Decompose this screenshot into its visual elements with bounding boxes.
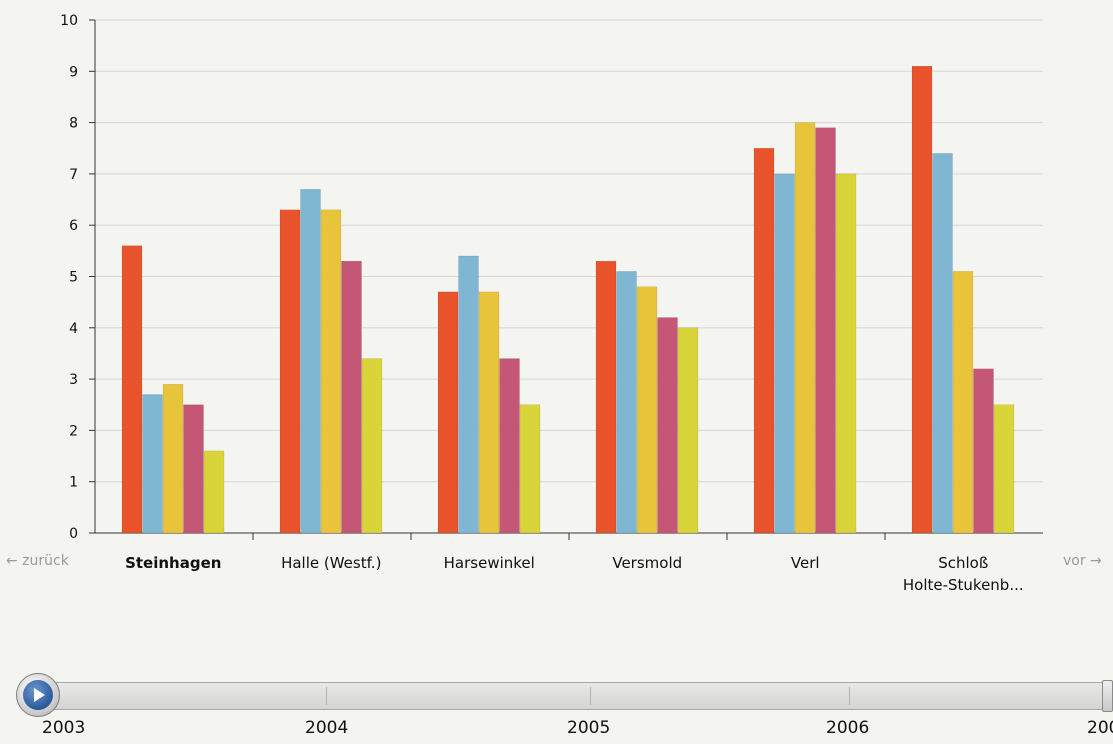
bar <box>203 450 225 534</box>
bar <box>911 65 933 534</box>
bar <box>774 173 795 534</box>
bar <box>932 153 953 534</box>
bar <box>121 245 143 534</box>
year-label: 2003 <box>42 718 86 738</box>
play-icon <box>34 688 45 702</box>
y-tick-label: 5 <box>69 270 78 286</box>
back-link[interactable]: ← zurück <box>6 553 69 569</box>
timeline-tick <box>326 687 327 705</box>
bar <box>657 317 678 534</box>
bar <box>595 260 617 534</box>
y-tick-label: 2 <box>69 423 78 439</box>
year-label: 2007 <box>1087 718 1113 738</box>
y-tick-label: 10 <box>60 13 78 29</box>
bar-chart: 0 1 2 3 4 5 6 7 8 9 10 Steinhagen Halle (Westf.) Har… <box>60 13 1043 594</box>
y-tick-label: 9 <box>69 64 78 80</box>
bar <box>636 286 658 534</box>
bar <box>835 173 857 534</box>
category-label: Schloß <box>938 554 988 572</box>
bar <box>794 122 816 534</box>
timeline-slider[interactable] <box>34 682 1113 710</box>
bar <box>183 404 204 534</box>
bars <box>121 65 1015 534</box>
bar <box>437 291 459 534</box>
bar <box>952 271 974 534</box>
play-button-face <box>23 680 53 710</box>
bar <box>458 255 479 534</box>
bar <box>753 148 775 534</box>
bar <box>519 404 541 534</box>
bar <box>677 327 699 534</box>
category-label: Halle (Westf.) <box>281 554 381 572</box>
bar <box>162 383 184 534</box>
y-tick-label: 0 <box>69 526 78 542</box>
y-tick-label: 8 <box>69 116 78 132</box>
bar <box>973 368 994 534</box>
timeline-handle[interactable] <box>1102 680 1113 712</box>
grid-lines <box>95 19 1043 483</box>
y-tick-label: 1 <box>69 475 78 491</box>
bar <box>341 260 362 534</box>
y-tick-label: 7 <box>69 167 78 183</box>
bar <box>499 358 520 534</box>
category-label: Versmold <box>612 554 682 572</box>
bar <box>361 358 383 534</box>
bar <box>300 189 321 534</box>
category-label: Verl <box>791 554 820 572</box>
category-label: Harsewinkel <box>444 554 535 572</box>
axes: 0 1 2 3 4 5 6 7 8 9 10 <box>60 13 1043 542</box>
year-label: 2005 <box>567 718 611 738</box>
bar <box>142 394 163 534</box>
bar <box>815 127 836 534</box>
bar <box>320 209 342 534</box>
bar <box>478 291 500 534</box>
category-label: Steinhagen <box>125 554 221 572</box>
y-tick-label: 6 <box>69 218 78 234</box>
timeline-tick <box>849 687 850 705</box>
category-labels: Steinhagen Halle (Westf.) Harsewinkel Versm… <box>125 554 1024 594</box>
bar <box>279 209 301 534</box>
year-label: 2006 <box>826 718 870 738</box>
y-tick-label: 3 <box>69 372 78 388</box>
timeline-tick <box>590 687 591 705</box>
bar <box>993 404 1015 534</box>
forward-link[interactable]: vor → <box>1063 553 1102 569</box>
category-label: Holte-Stukenb... <box>903 576 1024 594</box>
play-button[interactable] <box>16 673 60 717</box>
bar <box>616 271 637 534</box>
year-label: 2004 <box>305 718 349 738</box>
y-tick-label: 4 <box>69 321 78 337</box>
